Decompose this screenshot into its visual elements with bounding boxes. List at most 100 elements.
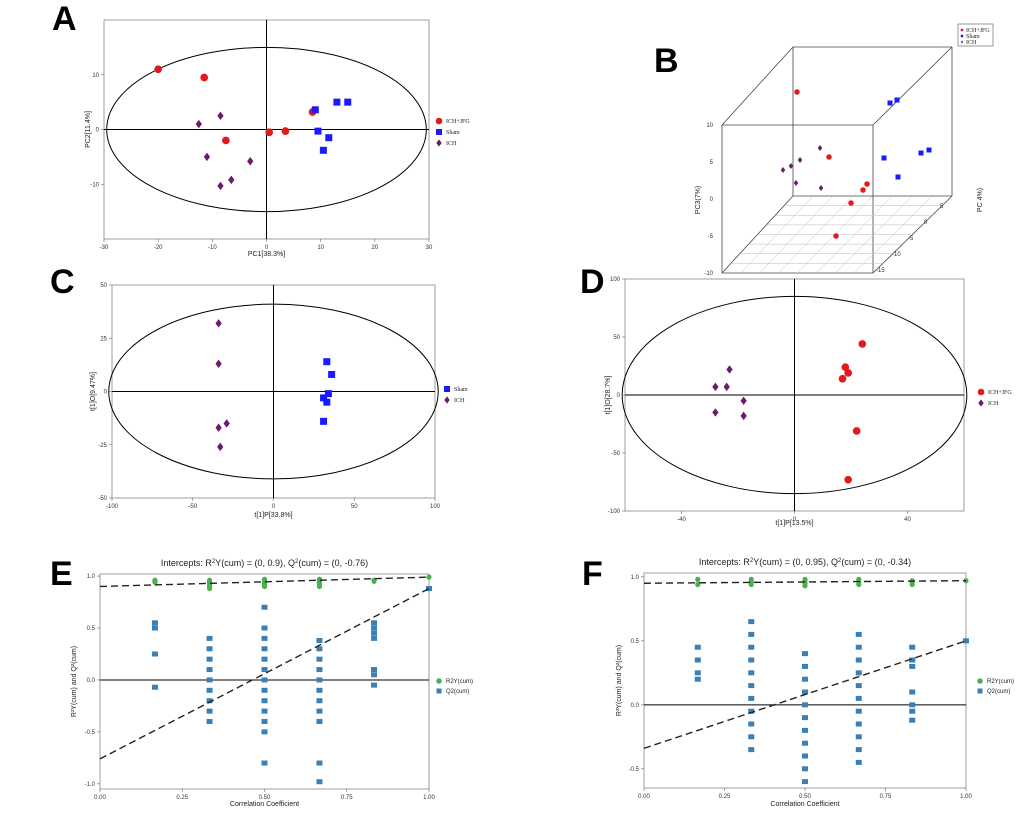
q2-point [909, 644, 916, 650]
data-point-ich [740, 396, 747, 405]
data-point-sham [320, 394, 328, 402]
q2-point [151, 620, 158, 626]
x-axis-label: PC1[38.3%] [248, 251, 285, 258]
data-point [780, 167, 786, 173]
data-point [860, 187, 866, 193]
q2-point [206, 646, 213, 652]
data-point-ich [726, 365, 733, 374]
x-tick-label: 50 [351, 504, 358, 510]
title-part: Y(cum) = (0, 0.9), Q [215, 558, 295, 568]
q2-point [261, 687, 268, 693]
data-point-ichjfg [281, 127, 290, 135]
q2-regression-line [99, 587, 430, 760]
title-part: (cum) = (0, -0.34) [841, 557, 911, 567]
title-part: Intercepts: R [161, 558, 213, 568]
y-tick-label: -10 [704, 271, 713, 277]
q2-point [206, 635, 213, 641]
z-tick-label: -10 [892, 252, 901, 258]
data-point-ich [195, 119, 202, 129]
box-edge [721, 46, 794, 126]
r2y-point [316, 576, 323, 582]
y-axis-label: t[1]O[9.47%] [90, 372, 97, 411]
x-tick-label: 10 [317, 245, 324, 251]
q2-point [855, 644, 862, 650]
legend-marker [436, 129, 442, 135]
title-superscript: 2 [750, 558, 754, 564]
q2-point [909, 702, 916, 708]
title-superscript: 2 [295, 559, 299, 565]
panel-letter-c: C [50, 263, 75, 301]
q2-point [748, 695, 755, 701]
title-part: Y(cum) = (0, 0.95), Q [753, 557, 838, 567]
r2y-point [261, 576, 268, 582]
q2-point [909, 657, 916, 663]
legend-marker [960, 28, 964, 32]
q2-point [316, 687, 323, 693]
data-point-ich [723, 382, 730, 392]
q2-point [855, 759, 862, 765]
q2-point [802, 766, 808, 772]
title-part: (cum) = (0, -0.76) [298, 558, 368, 568]
x-tick-label: 100 [430, 504, 441, 510]
legend-label: ICH+JFG [966, 28, 990, 34]
y-tick-label: 50 [613, 335, 620, 341]
panel-letter-a: A [52, 0, 77, 38]
y-tick-label: 100 [610, 277, 621, 283]
q2-point [855, 695, 862, 701]
legend-marker [977, 388, 985, 396]
q2-point [802, 753, 808, 759]
data-point-ich [215, 423, 222, 432]
q2-point [802, 727, 808, 733]
data-point-sham [324, 390, 332, 398]
y-tick-label: 0 [104, 390, 108, 396]
legend-label: ICH+JFG [446, 119, 470, 125]
data-point-ichjfg [265, 128, 274, 137]
data-point-sham [311, 106, 319, 114]
q2-point [855, 670, 862, 676]
y-tick-label: -10 [90, 182, 99, 188]
q2-point [316, 646, 323, 652]
y-tick-label: -50 [611, 451, 620, 457]
q2-point [748, 747, 755, 753]
y-tick-label: -25 [98, 443, 107, 449]
data-point-ich [215, 359, 222, 369]
legend-label: R2Y(cum) [987, 679, 1014, 685]
panel-a: -30 -20 -10 0 10 20 30 -10 0 10 PC1[38.3%] PC2[11.4… [85, 19, 470, 258]
legend-label: R2Y(cum) [446, 679, 473, 685]
q2-point [151, 625, 158, 631]
legend-marker [977, 688, 983, 694]
data-point-sham [323, 398, 331, 406]
q2-point [261, 646, 268, 652]
q2-point [151, 684, 158, 690]
y-tick-label: -1.0 [85, 782, 96, 788]
y-tick-label: -50 [98, 496, 107, 502]
z-tick-label: 0 [924, 220, 928, 226]
x-tick-label: 20 [371, 245, 378, 251]
q2-point [963, 638, 969, 644]
legend-label: Sham [454, 387, 468, 393]
x-tick-label: 0.75 [880, 794, 892, 800]
q2-point [371, 625, 378, 631]
legend-label: Q2(cum) [446, 689, 469, 695]
q2-point [261, 656, 268, 662]
data-point [918, 150, 924, 156]
q2-point [802, 779, 808, 785]
q2-point [371, 635, 378, 641]
r2y-point [695, 576, 701, 582]
q2-point [151, 651, 158, 657]
q2-point [855, 631, 862, 637]
q2-point [206, 667, 213, 673]
floor-gridline [816, 195, 893, 274]
q2-point [371, 620, 378, 626]
data-point-ich [712, 408, 719, 417]
z-tick-label: -5 [908, 236, 914, 242]
legend-marker [436, 688, 442, 694]
legend-marker [435, 117, 443, 125]
y-tick-label: 1.0 [87, 574, 96, 580]
q2-point [261, 698, 268, 704]
chart-title: Intercepts: R2Y(cum) = (0, 0.9), Q2(cum)… [161, 558, 368, 568]
legend-marker [960, 40, 964, 44]
q2-point [316, 667, 323, 673]
q2-point [909, 708, 916, 714]
